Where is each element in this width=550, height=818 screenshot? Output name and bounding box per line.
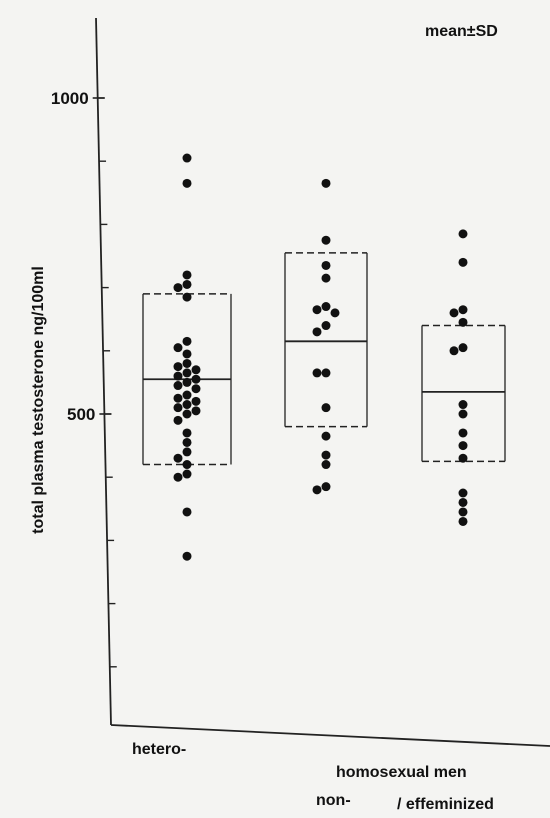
data-point [321, 273, 331, 283]
data-point [458, 409, 468, 419]
data-point [312, 305, 322, 315]
data-point [321, 260, 331, 270]
data-point [321, 235, 331, 245]
data-point [173, 343, 183, 353]
data-point [321, 321, 331, 331]
data-point [458, 497, 468, 507]
data-point [458, 257, 468, 267]
y-axis-label: total plasma testosterone ng/100ml [30, 266, 47, 534]
data-point [330, 308, 340, 318]
group-box [421, 324, 506, 463]
data-point [191, 396, 201, 406]
data-point [173, 393, 183, 403]
data-point [321, 450, 331, 460]
data-point [182, 178, 192, 188]
data-point [458, 516, 468, 526]
data-point [173, 472, 183, 482]
data-point [182, 507, 192, 517]
data-point [173, 371, 183, 381]
data-point [321, 431, 331, 441]
data-point [458, 507, 468, 517]
data-point [182, 551, 192, 561]
data-point [321, 302, 331, 312]
data-point [458, 343, 468, 353]
data-point [191, 406, 201, 416]
y-tick-label: 500 [67, 405, 95, 424]
data-point [182, 447, 192, 457]
data-point [312, 485, 322, 495]
data-point [182, 279, 192, 289]
data-point [182, 358, 192, 368]
group-box [284, 252, 368, 428]
data-point [182, 377, 192, 387]
data-point [321, 460, 331, 470]
axes: 1000 500 [51, 17, 550, 747]
data-point [182, 460, 192, 470]
x-label-hetero: hetero- [132, 741, 186, 758]
data-point [321, 178, 331, 188]
data-point [458, 428, 468, 438]
x-label-effeminized: / effeminized [397, 796, 494, 813]
data-point [312, 368, 322, 378]
data-point [182, 292, 192, 302]
data-point [449, 346, 459, 356]
data-point [173, 415, 183, 425]
data-point [182, 469, 192, 479]
data-point [173, 453, 183, 463]
chart-labels: mean±SD total plasma testosterone ng/100… [30, 23, 498, 813]
data-point [312, 327, 322, 337]
data-point [182, 349, 192, 359]
data-point [173, 283, 183, 293]
data-point [182, 400, 192, 410]
data-point [449, 308, 459, 318]
data-point [182, 368, 192, 378]
data-point [182, 336, 192, 346]
y-axis-line [95, 17, 112, 726]
data-point [191, 365, 201, 375]
data-point [182, 390, 192, 400]
data-point [182, 153, 192, 163]
y-tick-label: 1000 [51, 89, 89, 108]
data-point [182, 437, 192, 447]
data-point [458, 229, 468, 239]
data-point [173, 362, 183, 372]
data-point [182, 409, 192, 419]
data-point [191, 384, 201, 394]
data-points [173, 153, 468, 561]
data-point [458, 453, 468, 463]
x-label-non: non- [316, 792, 351, 809]
data-point [182, 270, 192, 280]
data-point [458, 488, 468, 498]
data-point [173, 403, 183, 413]
data-point [321, 403, 331, 413]
data-point [458, 305, 468, 315]
data-point [321, 368, 331, 378]
x-label-homosexual-men: homosexual men [336, 764, 467, 781]
data-point [458, 317, 468, 327]
data-point [182, 428, 192, 438]
data-point [458, 400, 468, 410]
data-point [191, 374, 201, 384]
data-point [321, 482, 331, 492]
data-point [458, 441, 468, 451]
data-point [173, 381, 183, 391]
annotation-mean-sd: mean±SD [425, 23, 498, 40]
x-axis-line [110, 724, 550, 747]
